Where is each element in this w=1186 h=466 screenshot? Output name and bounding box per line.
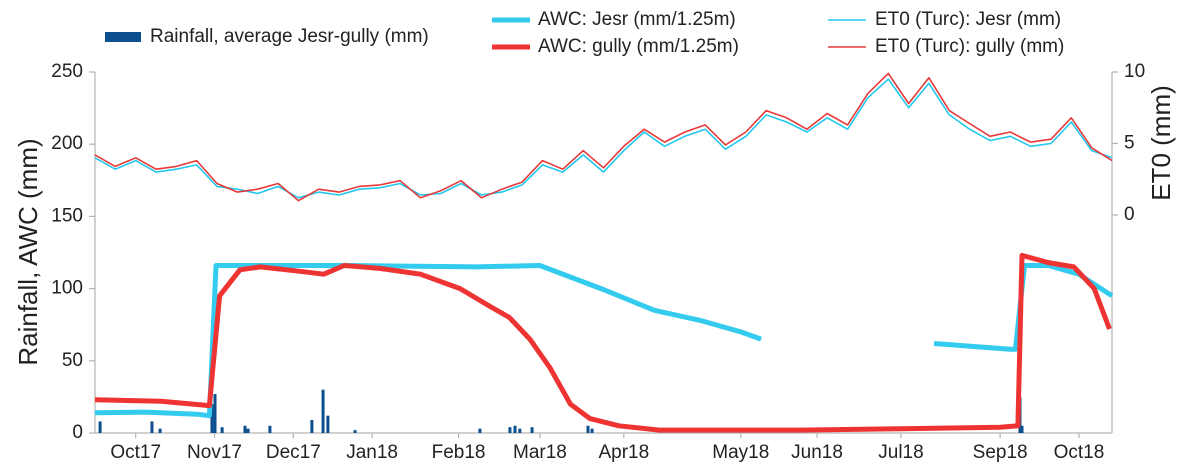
rain-bar (508, 427, 512, 433)
rain-bar (353, 430, 357, 433)
series-line (94, 78, 1113, 199)
legend-label: Rainfall, average Jesr-gully (mm) (150, 26, 429, 47)
y2-tick-label: 0 (1124, 204, 1135, 225)
x-tick-label: Mar18 (513, 442, 567, 463)
x-tick-label: Sep18 (973, 442, 1028, 463)
x-tick-label: Nov17 (187, 442, 242, 463)
rain-bar (98, 421, 102, 433)
rain-bar (158, 428, 162, 433)
rain-bar (326, 415, 330, 433)
x-tick-label: Dec17 (266, 442, 321, 463)
rain-bar (513, 425, 517, 433)
legend-label: AWC: gully (mm/1.25m) (538, 36, 739, 57)
legend-label: ET0 (Turc): gully (mm) (875, 36, 1064, 57)
x-tick-label: Jun18 (791, 442, 843, 463)
y-tick-label: 100 (51, 278, 83, 299)
rain-bar (246, 428, 250, 433)
y-tick-label: 50 (62, 350, 83, 371)
legend-swatch (105, 32, 141, 42)
rain-bar (321, 389, 325, 433)
y2-axis-title: ET0 (mm) (1146, 85, 1176, 201)
series-line (94, 72, 1113, 202)
y-axis-title: Rainfall, AWC (mm) (13, 138, 43, 365)
rain-bar (518, 428, 522, 433)
rain-bar (1020, 425, 1024, 433)
y-tick-label: 250 (51, 61, 83, 82)
legend-label: AWC: Jesr (mm/1.25m) (538, 9, 736, 30)
y-tick-label: 200 (51, 133, 83, 154)
y2-tick-label: 10 (1124, 61, 1145, 82)
y2-tick-label: 5 (1124, 133, 1135, 154)
series-line (94, 252, 1112, 433)
x-tick-label: Feb18 (432, 442, 486, 463)
x-tick-label: Jul18 (878, 442, 923, 463)
x-tick-label: Jan18 (346, 442, 398, 463)
legend-label: ET0 (Turc): Jesr (mm) (875, 9, 1061, 30)
rain-bar (210, 404, 214, 433)
rain-bar (268, 425, 272, 433)
rain-bar (530, 427, 534, 433)
rain-bar (243, 425, 247, 433)
series-line (94, 263, 1114, 419)
x-tick-label: Oct17 (110, 442, 161, 463)
x-tick-label: May18 (712, 442, 769, 463)
x-tick-label: Apr18 (598, 442, 649, 463)
rain-bar (478, 428, 482, 433)
rain-bar (590, 428, 594, 433)
y-tick-label: 0 (72, 422, 83, 443)
rain-bar (150, 421, 154, 433)
rain-bar (310, 420, 314, 433)
x-tick-label: Oct18 (1054, 442, 1105, 463)
y-tick-label: 150 (51, 205, 83, 226)
rain-bar (586, 425, 590, 433)
rain-bar (213, 394, 217, 433)
rain-bar (220, 427, 224, 433)
